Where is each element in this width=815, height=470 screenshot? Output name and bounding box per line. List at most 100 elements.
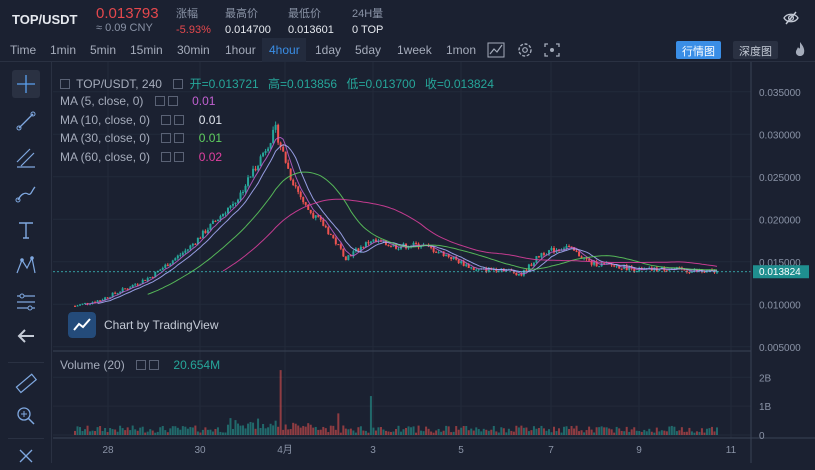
volume-bar xyxy=(106,432,109,435)
tf-5day[interactable]: 5day xyxy=(355,43,382,57)
brush-icon[interactable] xyxy=(12,180,40,208)
candle-body xyxy=(668,269,671,271)
candle-body xyxy=(450,256,453,259)
view-depth-button[interactable]: 深度图 xyxy=(733,41,778,59)
candle-body xyxy=(99,300,102,302)
candle-body xyxy=(169,263,172,267)
close-icon[interactable] xyxy=(174,133,185,143)
volume-bar xyxy=(221,432,224,435)
close-icon[interactable] xyxy=(167,96,178,106)
volume-bar xyxy=(710,426,713,435)
volume-bar xyxy=(176,427,179,435)
settings-icon[interactable] xyxy=(161,152,172,162)
volume-bar xyxy=(354,432,357,435)
volume-bar xyxy=(279,370,282,435)
candle-body xyxy=(231,203,234,206)
flame-icon[interactable] xyxy=(790,41,810,59)
tf-1hour[interactable]: 1hour xyxy=(225,43,256,57)
candle-body xyxy=(400,246,403,249)
candle-body xyxy=(319,216,322,220)
ruler-icon[interactable] xyxy=(12,369,40,397)
volume-bar xyxy=(570,425,573,435)
time-tick-label: 9 xyxy=(636,445,642,456)
candlestick-chart[interactable]: 0.035000 0.030000 0.025000 0.020000 0.015000… xyxy=(53,62,815,463)
pair-name[interactable]: TOP/USDT xyxy=(12,12,78,27)
view-kline-button[interactable]: 行情图 xyxy=(676,41,721,59)
volume-bar xyxy=(510,430,513,435)
pattern-icon[interactable] xyxy=(12,252,40,280)
settings-gear-icon[interactable] xyxy=(515,41,535,59)
candle-body xyxy=(329,234,332,236)
volume-bar xyxy=(450,432,453,435)
text-tool-icon[interactable] xyxy=(12,216,40,244)
settings-icon[interactable] xyxy=(136,360,147,370)
stat-change: 涨幅 -5.93% xyxy=(176,8,211,36)
stat-low: 最低价 0.013601 xyxy=(288,8,334,36)
close-icon[interactable] xyxy=(174,152,185,162)
tf-5min[interactable]: 5min xyxy=(90,43,117,57)
volume-bar xyxy=(264,428,267,435)
candle-body xyxy=(327,227,330,235)
volume-bar xyxy=(618,428,621,435)
volume-bar xyxy=(219,431,222,435)
back-arrow-icon[interactable] xyxy=(12,322,40,350)
prediction-icon[interactable] xyxy=(12,288,40,316)
close-icon[interactable] xyxy=(174,115,185,125)
volume-bar xyxy=(99,426,102,435)
volume-bar xyxy=(410,427,413,435)
settings-icon[interactable] xyxy=(154,96,165,106)
candle-body xyxy=(302,197,305,203)
legend-close: 收=0.013824 xyxy=(424,77,494,91)
settings-icon[interactable] xyxy=(161,115,172,125)
volume-bar xyxy=(625,426,628,435)
volume-bar xyxy=(324,428,327,435)
candle-body xyxy=(683,269,686,271)
volume-bar xyxy=(472,430,475,435)
tf-time[interactable]: Time xyxy=(10,43,37,57)
volume-bar xyxy=(342,425,345,435)
indicator-icon[interactable] xyxy=(486,41,506,59)
settings-icon[interactable] xyxy=(161,133,172,143)
volume-bar xyxy=(204,427,207,435)
tf-1min[interactable]: 1min xyxy=(50,43,77,57)
volume-bar xyxy=(495,431,498,435)
candle-body xyxy=(237,199,240,203)
chart-area[interactable]: 0.035000 0.030000 0.025000 0.020000 0.015000… xyxy=(53,62,815,463)
candle-body xyxy=(206,229,209,234)
candle-body xyxy=(457,259,460,264)
ma-lines xyxy=(84,136,718,305)
candle-body xyxy=(695,269,698,272)
candle-body xyxy=(209,223,212,230)
volume-bar xyxy=(490,429,493,435)
volume-bar xyxy=(525,427,528,435)
candle-body xyxy=(254,168,257,171)
volume-bar xyxy=(374,430,377,435)
candle-body xyxy=(252,168,255,177)
tf-15min[interactable]: 15min xyxy=(130,43,163,57)
candle-body xyxy=(420,246,423,248)
settings-icon[interactable] xyxy=(173,79,184,89)
fullscreen-icon[interactable] xyxy=(542,41,562,59)
tf-4hour[interactable]: 4hour xyxy=(269,43,300,57)
volume-bar xyxy=(382,429,385,435)
volume-bar xyxy=(101,430,104,435)
tf-1week[interactable]: 1week xyxy=(397,43,432,57)
candle-body xyxy=(688,272,691,274)
collapse-icon[interactable] xyxy=(60,79,70,89)
remove-drawings-icon[interactable] xyxy=(12,442,40,470)
volume-bar xyxy=(713,431,716,435)
candle-body xyxy=(136,284,139,286)
volume-bar xyxy=(392,431,395,435)
volume-bar xyxy=(289,429,292,435)
volume-bar xyxy=(480,431,483,435)
candle-body xyxy=(151,277,154,279)
zoom-in-icon[interactable] xyxy=(12,402,40,430)
trend-line-icon[interactable] xyxy=(12,107,40,135)
tf-30min[interactable]: 30min xyxy=(177,43,210,57)
fib-channel-icon[interactable] xyxy=(12,144,40,172)
eye-off-icon[interactable] xyxy=(783,10,799,26)
tf-1mon[interactable]: 1mon xyxy=(446,43,477,57)
tf-1day[interactable]: 1day xyxy=(315,43,342,57)
crosshair-icon[interactable] xyxy=(12,70,40,98)
close-icon[interactable] xyxy=(149,360,160,370)
